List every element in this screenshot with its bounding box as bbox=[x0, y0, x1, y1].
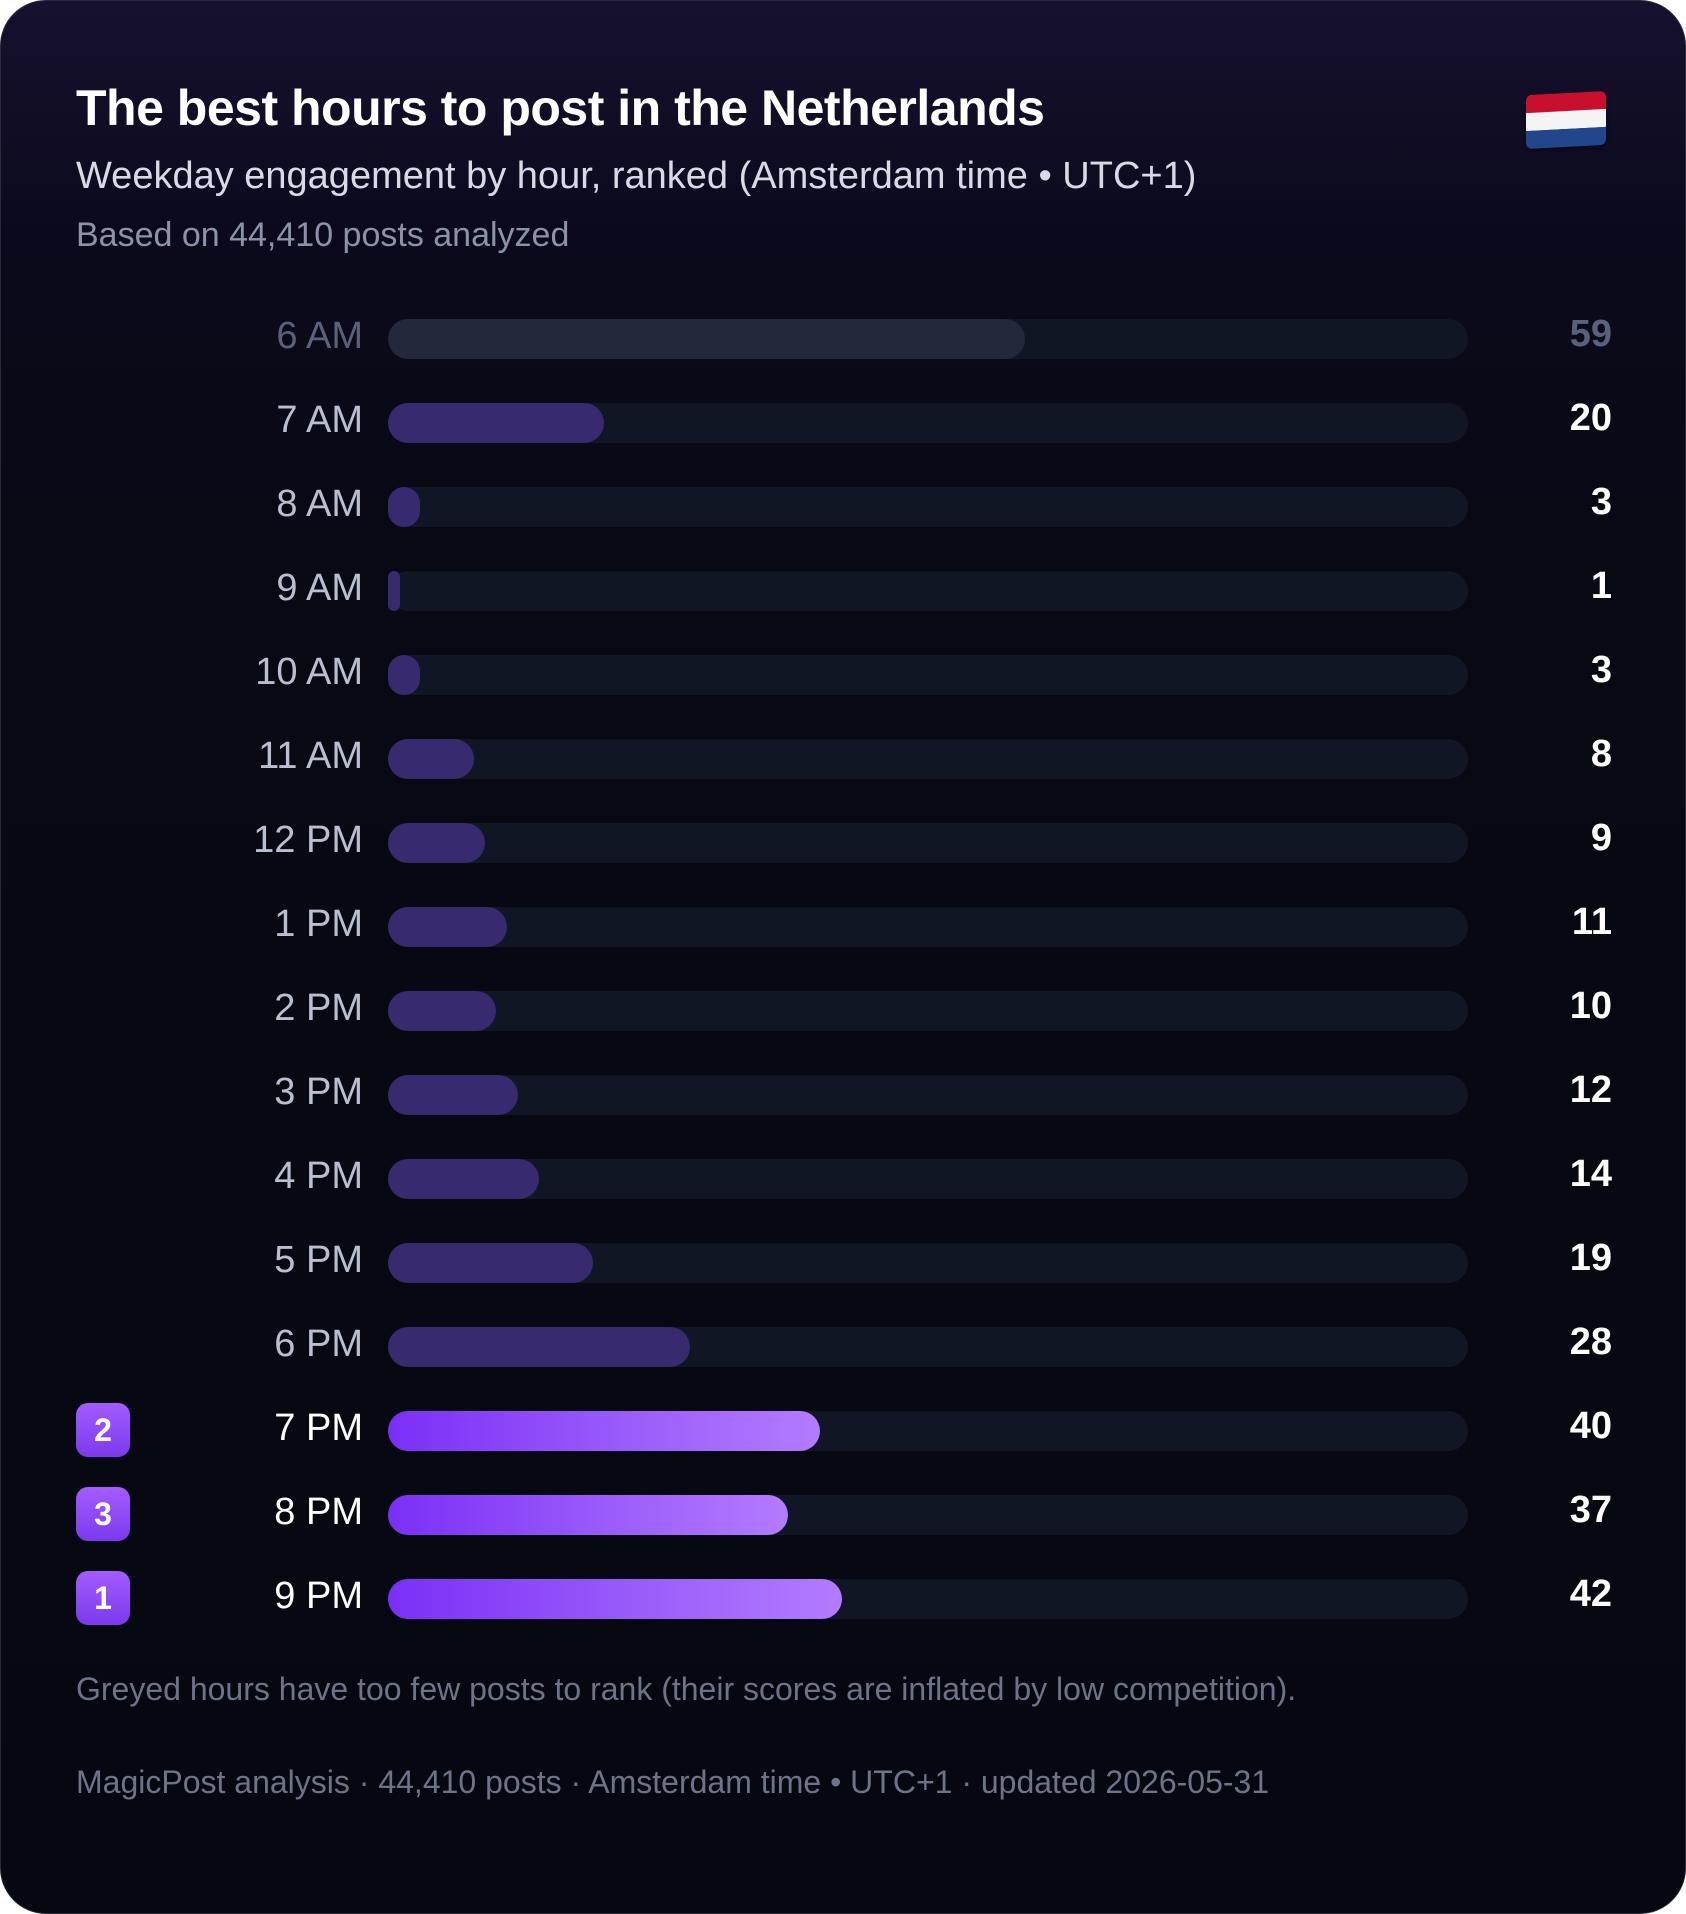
bar bbox=[388, 1159, 539, 1199]
value-label: 12 bbox=[1569, 1069, 1612, 1111]
hour-label: 6 PM bbox=[274, 1323, 363, 1365]
hour-label: 6 AM bbox=[276, 315, 363, 357]
hour-label: 9 PM bbox=[274, 1575, 363, 1617]
value-label: 37 bbox=[1569, 1489, 1612, 1531]
bar-row: 12 PM 9 bbox=[1, 795, 1685, 879]
source-footer: MagicPost analysis · 44,410 posts · Amst… bbox=[76, 1764, 1270, 1800]
bar bbox=[388, 319, 1025, 359]
hour-label: 4 PM bbox=[274, 1155, 363, 1197]
value-label: 28 bbox=[1569, 1321, 1612, 1363]
rank-badge: 3 bbox=[76, 1487, 130, 1541]
bar-row: 4 PM 14 bbox=[1, 1131, 1685, 1215]
value-label: 3 bbox=[1590, 481, 1612, 523]
value-label: 1 bbox=[1590, 565, 1612, 607]
bar-row: 1 PM 11 bbox=[1, 879, 1685, 963]
bar-track bbox=[388, 319, 1468, 359]
bar-track bbox=[388, 1327, 1468, 1367]
bar-track bbox=[388, 655, 1468, 695]
bar-row: 2 7 PM 40 bbox=[1, 1383, 1685, 1467]
bar-track bbox=[388, 1579, 1468, 1619]
bar-track bbox=[388, 571, 1468, 611]
hour-label: 11 AM bbox=[258, 735, 363, 777]
value-label: 19 bbox=[1569, 1237, 1612, 1279]
bar-track bbox=[388, 1075, 1468, 1115]
hour-label: 9 AM bbox=[276, 567, 363, 609]
bar-track bbox=[388, 403, 1468, 443]
bar bbox=[388, 655, 420, 695]
bar-track bbox=[388, 823, 1468, 863]
bar bbox=[388, 487, 420, 527]
bar bbox=[388, 1579, 842, 1619]
hour-label: 1 PM bbox=[274, 903, 363, 945]
value-label: 59 bbox=[1569, 313, 1612, 355]
bar bbox=[388, 571, 400, 611]
netherlands-flag-icon bbox=[1526, 90, 1606, 150]
hour-bar-chart: 6 AM 59 7 AM 20 8 AM 3 9 AM 1 10 AM 3 11 AM 8 12 PM 9… bbox=[1, 1, 1685, 1701]
value-label: 9 bbox=[1590, 817, 1612, 859]
bar-row: 6 PM 28 bbox=[1, 1299, 1685, 1383]
bar-track bbox=[388, 1495, 1468, 1535]
bar bbox=[388, 403, 604, 443]
bar-row: 9 AM 1 bbox=[1, 543, 1685, 627]
value-label: 8 bbox=[1590, 733, 1612, 775]
bar-row: 7 AM 20 bbox=[1, 375, 1685, 459]
value-label: 11 bbox=[1571, 901, 1612, 943]
bar bbox=[388, 907, 507, 947]
bar-row: 5 PM 19 bbox=[1, 1215, 1685, 1299]
bar-track bbox=[388, 739, 1468, 779]
bar bbox=[388, 823, 485, 863]
hour-label: 3 PM bbox=[274, 1071, 363, 1113]
value-label: 20 bbox=[1569, 397, 1612, 439]
hour-label: 8 PM bbox=[274, 1491, 363, 1533]
bar bbox=[388, 1495, 788, 1535]
hour-label: 2 PM bbox=[274, 987, 363, 1029]
bar-track bbox=[388, 487, 1468, 527]
bar-track bbox=[388, 907, 1468, 947]
bar bbox=[388, 1411, 820, 1451]
hour-label: 7 PM bbox=[274, 1407, 363, 1449]
bar-track bbox=[388, 1411, 1468, 1451]
chart-title: The best hours to post in the Netherland… bbox=[76, 80, 1045, 136]
hour-label: 12 PM bbox=[253, 819, 363, 861]
chart-subtitle: Weekday engagement by hour, ranked (Amst… bbox=[76, 155, 1197, 197]
bar-row: 8 AM 3 bbox=[1, 459, 1685, 543]
bar-row: 2 PM 10 bbox=[1, 963, 1685, 1047]
greyed-hours-footnote: Greyed hours have too few posts to rank … bbox=[76, 1671, 1297, 1707]
bar bbox=[388, 1327, 690, 1367]
bar-row: 6 AM 59 bbox=[1, 291, 1685, 375]
posts-analyzed-note: Based on 44,410 posts analyzed bbox=[76, 216, 570, 254]
value-label: 3 bbox=[1590, 649, 1612, 691]
bar-row: 11 AM 8 bbox=[1, 711, 1685, 795]
hour-label: 7 AM bbox=[276, 399, 363, 441]
bar-track bbox=[388, 1243, 1468, 1283]
rank-badge: 2 bbox=[76, 1403, 130, 1457]
bar bbox=[388, 991, 496, 1031]
bar-track bbox=[388, 1159, 1468, 1199]
value-label: 40 bbox=[1569, 1405, 1612, 1447]
bar bbox=[388, 1075, 518, 1115]
bar-row: 1 9 PM 42 bbox=[1, 1551, 1685, 1635]
bar bbox=[388, 1243, 593, 1283]
bar-track bbox=[388, 991, 1468, 1031]
value-label: 10 bbox=[1569, 985, 1612, 1027]
rank-badge: 1 bbox=[76, 1571, 130, 1625]
hour-label: 5 PM bbox=[274, 1239, 363, 1281]
hour-label: 8 AM bbox=[276, 483, 363, 525]
value-label: 42 bbox=[1569, 1573, 1612, 1615]
value-label: 14 bbox=[1569, 1153, 1612, 1195]
hour-label: 10 AM bbox=[255, 651, 363, 693]
bar-row: 3 8 PM 37 bbox=[1, 1467, 1685, 1551]
bar-row: 3 PM 12 bbox=[1, 1047, 1685, 1131]
bar-row: 10 AM 3 bbox=[1, 627, 1685, 711]
bar bbox=[388, 739, 474, 779]
